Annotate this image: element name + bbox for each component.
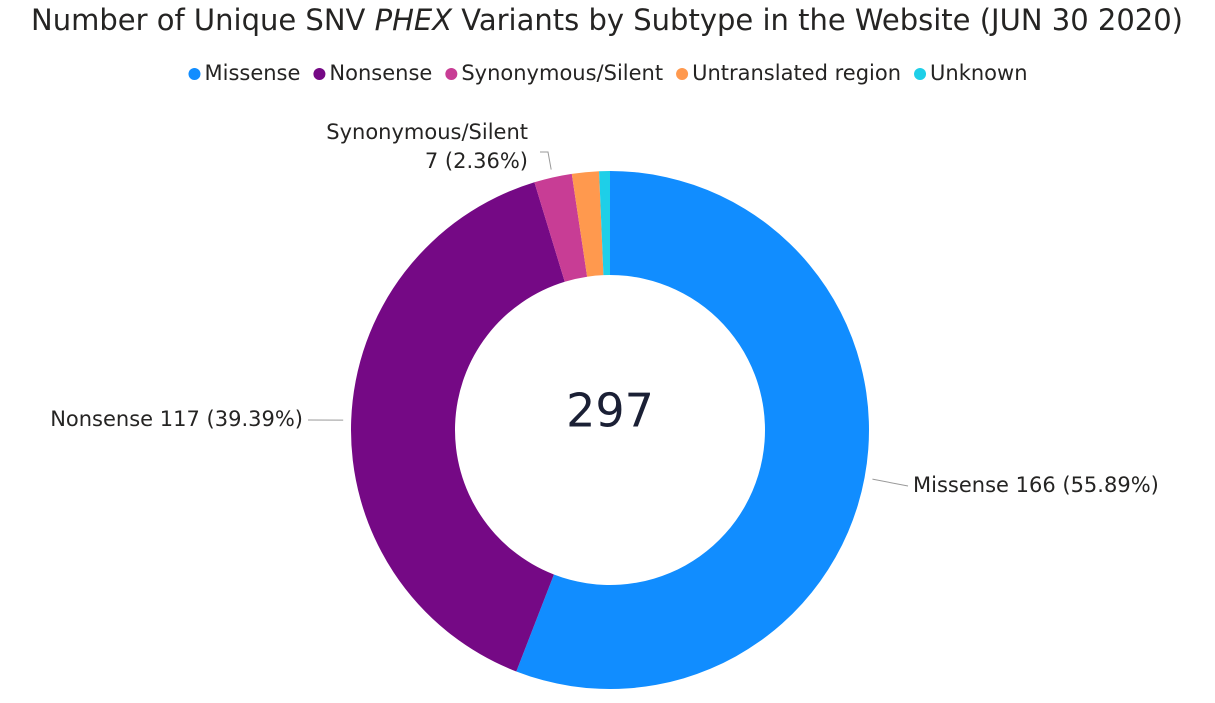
legend-marker — [445, 68, 458, 80]
donut-slice — [571, 171, 604, 277]
legend-label: Unknown — [930, 61, 1027, 85]
data-label-name: Missense — [913, 473, 1009, 497]
legend-marker — [676, 68, 689, 80]
data-label-value: 7 (2.36%) — [425, 149, 528, 173]
legend-marker — [914, 68, 927, 80]
title-part: Number of Unique SNV — [31, 3, 375, 37]
legend-label: Nonsense — [329, 61, 432, 85]
legend-label: Synonymous/Silent — [461, 61, 663, 85]
data-label: Missense 166 (55.89%) — [913, 473, 1159, 497]
legend: Missense Nonsense Synonymous/Silent Untrans… — [188, 61, 1028, 85]
donut-slice — [534, 173, 588, 282]
title-part: Variants by Subtype in the Website (JUN … — [452, 3, 1183, 37]
data-label-name: Nonsense — [50, 407, 153, 431]
donut-slice — [351, 182, 565, 672]
chart-title: Number of Unique SNV PHEX Variants by Su… — [31, 3, 1183, 37]
data-label-name: Synonymous/Silent — [326, 120, 528, 144]
legend-label: Missense — [204, 61, 300, 85]
legend-marker — [188, 68, 201, 80]
legend-label: Untranslated region — [692, 61, 901, 85]
legend-marker — [313, 68, 326, 80]
center-total: 297 — [566, 384, 654, 438]
leader-line — [540, 151, 552, 170]
leader-line — [872, 478, 909, 487]
donut-slice — [516, 171, 870, 689]
data-label: Nonsense 117 (39.39%) — [50, 407, 303, 431]
data-label-value: 166 (55.89%) — [1016, 473, 1159, 497]
title-part: PHEX — [375, 3, 454, 37]
data-label-value: 117 (39.39%) — [160, 407, 303, 431]
donut-slice — [599, 171, 610, 276]
